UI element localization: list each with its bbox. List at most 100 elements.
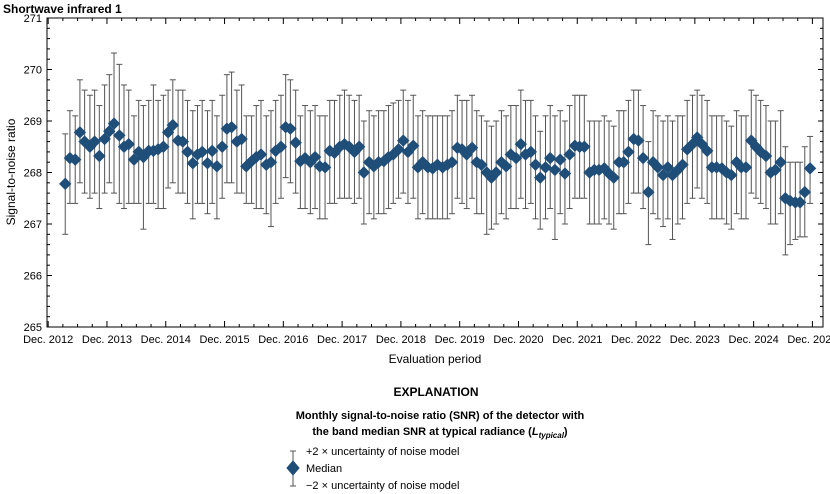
median-marker [622, 145, 635, 159]
x-tick-label: Dec. 2020 [493, 334, 543, 346]
x-tick-label: Dec. 2017 [317, 334, 367, 346]
median-marker [578, 140, 591, 153]
median-marker [793, 196, 807, 209]
median-marker [289, 136, 302, 149]
median-marker [103, 125, 116, 138]
x-axis-label: Evaluation period [389, 352, 482, 366]
median-marker [661, 161, 675, 174]
median-marker [93, 149, 106, 163]
y-tick-label: 268 [24, 168, 42, 180]
median-marker [225, 120, 238, 134]
explanation-subtitle-line1: Monthly signal-to-noise ratio (SNR) of t… [296, 410, 585, 422]
median-marker [739, 161, 753, 174]
median-marker [122, 137, 135, 151]
x-tick-label: Dec. 2012 [23, 334, 73, 346]
explanation: EXPLANATION Monthly signal-to-noise rati… [286, 385, 585, 492]
y-tick-label: 266 [24, 271, 42, 283]
median-marker [113, 129, 126, 142]
median-marker [514, 137, 528, 151]
median-marker [186, 157, 200, 170]
y-tick-label: 270 [24, 65, 42, 77]
y-tick-label: 269 [24, 116, 42, 128]
median-marker [460, 148, 473, 161]
median-marker [534, 171, 547, 184]
median-marker [544, 151, 557, 165]
median-marker [548, 163, 562, 177]
median-marker [357, 166, 371, 179]
legend-median-label: Median [306, 463, 342, 475]
median-marker [166, 118, 180, 132]
median-marker [235, 132, 248, 146]
median-marker [59, 177, 72, 191]
median-marker [607, 171, 620, 184]
median-marker [475, 158, 488, 171]
legend-lower-label: −2 × uncertainty of noise model [306, 480, 459, 492]
legend-median-marker [286, 460, 300, 476]
median-marker [98, 132, 111, 146]
explanation-subtitle-line2: the band median SNR at typical radiance … [312, 426, 568, 440]
median-marker [210, 160, 224, 173]
median-marker [201, 157, 214, 170]
median-marker [489, 166, 503, 179]
explanation-heading: EXPLANATION [393, 385, 478, 399]
median-marker [274, 140, 288, 153]
median-marker [558, 167, 572, 180]
median-marker [69, 153, 82, 166]
x-axis: Dec. 2012 Dec. 2013 Dec. 2014 Dec. 2015 Dec.… [23, 18, 830, 346]
x-tick-label: Dec. 2015 [199, 334, 249, 346]
median-marker [769, 163, 782, 177]
median-marker [397, 134, 410, 147]
median-marker [499, 160, 513, 173]
median-marker [254, 148, 268, 161]
median-marker [563, 148, 576, 161]
median-marker [676, 158, 689, 171]
median-marker [798, 185, 811, 199]
y-tick-label: 267 [24, 219, 42, 231]
median-marker [465, 141, 479, 154]
median-marker [157, 140, 170, 153]
median-marker [651, 161, 665, 174]
x-tick-label: Dec. 2022 [611, 334, 661, 346]
median-marker [774, 155, 787, 169]
median-marker [642, 185, 655, 199]
median-markers [59, 117, 817, 209]
median-marker [176, 135, 190, 148]
x-tick-label: Dec. 2018 [376, 334, 426, 346]
median-marker [632, 134, 645, 147]
median-marker [308, 150, 322, 164]
median-marker [656, 168, 670, 182]
median-marker [554, 153, 567, 166]
median-marker [636, 151, 650, 165]
x-tick-label: Dec. 2019 [435, 334, 485, 346]
median-marker [215, 140, 229, 153]
x-tick-label: Dec. 2025 [787, 334, 830, 346]
x-tick-label: Dec. 2013 [82, 334, 132, 346]
median-marker [107, 117, 121, 130]
error-bars [62, 52, 814, 256]
median-marker [181, 145, 194, 159]
median-marker [539, 161, 552, 174]
median-marker [700, 144, 714, 158]
x-tick-label: Dec. 2021 [552, 334, 602, 346]
legend-upper-label: +2 × uncertainty of noise model [306, 446, 459, 458]
median-marker [392, 143, 405, 156]
chart-title: Shortwave infrared 1 [3, 2, 122, 16]
median-marker [407, 139, 420, 152]
median-marker [284, 122, 297, 135]
median-marker [318, 161, 332, 174]
median-marker [352, 140, 366, 153]
median-marker [264, 155, 278, 169]
x-tick-label: Dec. 2024 [729, 334, 779, 346]
median-marker [127, 153, 141, 166]
y-axis: 265 266 267 268 269 270 271 [24, 13, 823, 334]
median-marker [759, 149, 773, 163]
median-marker [205, 144, 219, 158]
y-tick-label: 265 [24, 322, 42, 334]
median-marker [803, 162, 817, 175]
median-marker [88, 135, 101, 148]
x-tick-label: Dec. 2023 [670, 334, 720, 346]
median-marker [445, 155, 459, 169]
median-marker [524, 145, 538, 159]
